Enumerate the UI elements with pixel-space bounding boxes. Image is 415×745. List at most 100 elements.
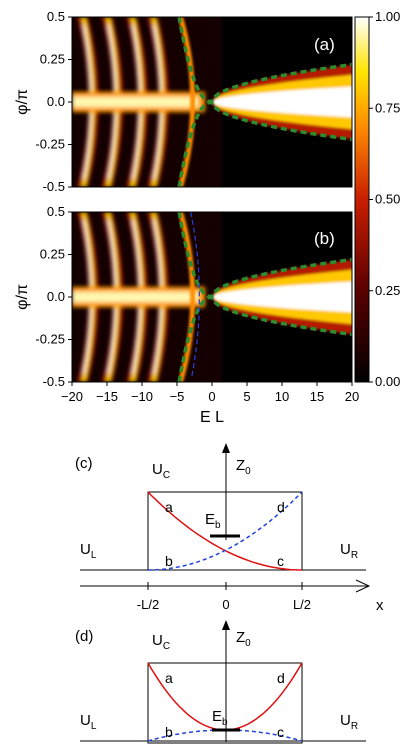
ytick-label: 0.0 [47,289,65,304]
panel-a-yaxis: 0.5 0.25 0.0 -0.25 -0.5 [35,9,72,194]
diagram-d: (d) Z0 UC UL UR Eb a d b c [75,620,366,744]
ytick-label: 0.0 [47,94,65,109]
resonance-band-core [82,25,92,179]
resonance-band-mid [106,212,119,382]
ul-label-c: UL [80,541,97,561]
xtick-label: 20 [345,389,359,404]
panel-b-xaxis: −20 −15 −10 −5 0 5 10 15 20 [61,382,359,404]
colorbar-tick-label: 0.25 [375,283,400,298]
ur-label-c: UR [340,541,358,561]
barrier-box-d [147,662,303,744]
resonance-band [126,212,148,382]
ytick-label: -0.25 [35,137,65,152]
label-c-d: c [277,724,284,740]
fan-layer [212,281,352,313]
resonance-band [102,17,123,187]
ytick-label: 0.25 [40,247,65,262]
xtick-label: 10 [275,389,289,404]
resonance-band-mid [81,17,95,187]
panel-a-heatmap [72,17,352,187]
x-axis-arrowhead-c [355,579,371,593]
colorbar-tick-label: 0.00 [375,374,400,389]
resonance-band-mid [151,212,165,382]
xtick-label: −15 [96,389,118,404]
xtick-zero-c: 0 [222,597,229,612]
xtick-label: 0 [208,389,215,404]
z0-label-d: Z0 [236,629,251,649]
arc-outer [178,212,196,382]
left-arcs [178,212,196,382]
resonance-band [77,17,99,187]
colorbar: 1.00 0.75 0.50 0.25 0.00 [354,9,400,389]
label-b-c: b [165,553,173,569]
colorbar-tick-label: 0.50 [375,192,400,207]
label-c-c: c [277,553,284,569]
panel-a-label: (a) [314,35,335,54]
ytick-label: -0.5 [43,179,65,194]
diagram-c-label: (c) [75,455,93,472]
xtick-label: −10 [131,389,153,404]
z-axis-arrowhead-d [222,620,230,630]
label-d-c: d [277,499,285,515]
resonance-band-outer [147,212,169,382]
resonance-band-mid [81,212,95,382]
blue-curve-c [148,491,303,571]
resonance-band [126,17,148,187]
resonance-band-outer [77,212,99,382]
colorbar-tick-label: 1.00 [375,9,400,24]
panel-b-heatmap [72,212,352,382]
panel-a-ylabel: φ/π [14,89,31,115]
blue-dashed-curve [190,212,201,379]
ur-label-d: UR [340,712,358,732]
label-b-d: b [165,724,173,740]
xtick-neg-half-c: -L/2 [137,597,159,612]
resonance-band [147,17,169,187]
x-axis-label-c: x [376,597,384,614]
uc-label-c: UC [152,461,170,481]
resonance-band-outer [77,17,99,187]
xtick-pos-half-c: L/2 [293,597,311,612]
resonance-band-outer [147,17,169,187]
z0-label-c: Z0 [236,457,251,477]
eb-label-d: Eb [212,708,228,728]
label-d-d: d [277,670,285,686]
resonance-band-core [152,25,162,179]
resonance-band-core [107,25,117,179]
panel-b-yaxis: 0.5 0.25 0.0 -0.25 -0.5 [35,204,72,389]
label-a-c: a [165,499,173,515]
resonance-band-outer [126,17,148,187]
resonance-band [102,212,123,382]
fan-layer [212,86,352,118]
resonance-band-outer [102,212,123,382]
panel-b-label: (b) [314,229,335,248]
diagram-c: (c) Z0 UC UL UR Eb a d b c -L/2 0 L/2 x [75,443,384,614]
arc-outer [178,17,196,187]
resonance-band-mid [130,212,144,382]
eb-label-c: Eb [205,511,221,531]
colorbar-gradient [354,16,370,383]
ytick-label: -0.5 [43,374,65,389]
panel-b-xlabel: E L [200,409,224,426]
panel-b-ylabel: φ/π [14,284,31,310]
heatmap-panel-a: (a) 0.5 0.25 0.0 -0.25 -0.5 φ/π [14,9,353,194]
ytick-label: 0.5 [47,9,65,24]
central-band [72,91,205,113]
green-dashed-curve-lower [177,100,352,187]
resonance-band [147,212,169,382]
resonance-band-mid [130,17,144,187]
heatmap-panel-b: (b) 0.5 0.25 0.0 -0.25 -0.5 −20 −15 −10 −5 0 5 10 1… [14,204,359,426]
resonance-band [77,212,99,382]
resonance-band-core [152,220,162,374]
xtick-label: 15 [310,389,324,404]
central-band-core [72,291,198,303]
xtick-label: −20 [61,389,83,404]
label-a-d: a [165,670,173,686]
resonance-band-outer [126,212,148,382]
green-dashed-curve-lower [177,295,352,382]
colorbar-tick-label: 0.75 [375,100,400,115]
xtick-label: 5 [243,389,250,404]
ytick-label: 0.5 [47,204,65,219]
ytick-label: -0.25 [35,332,65,347]
uc-label-d: UC [152,632,170,652]
